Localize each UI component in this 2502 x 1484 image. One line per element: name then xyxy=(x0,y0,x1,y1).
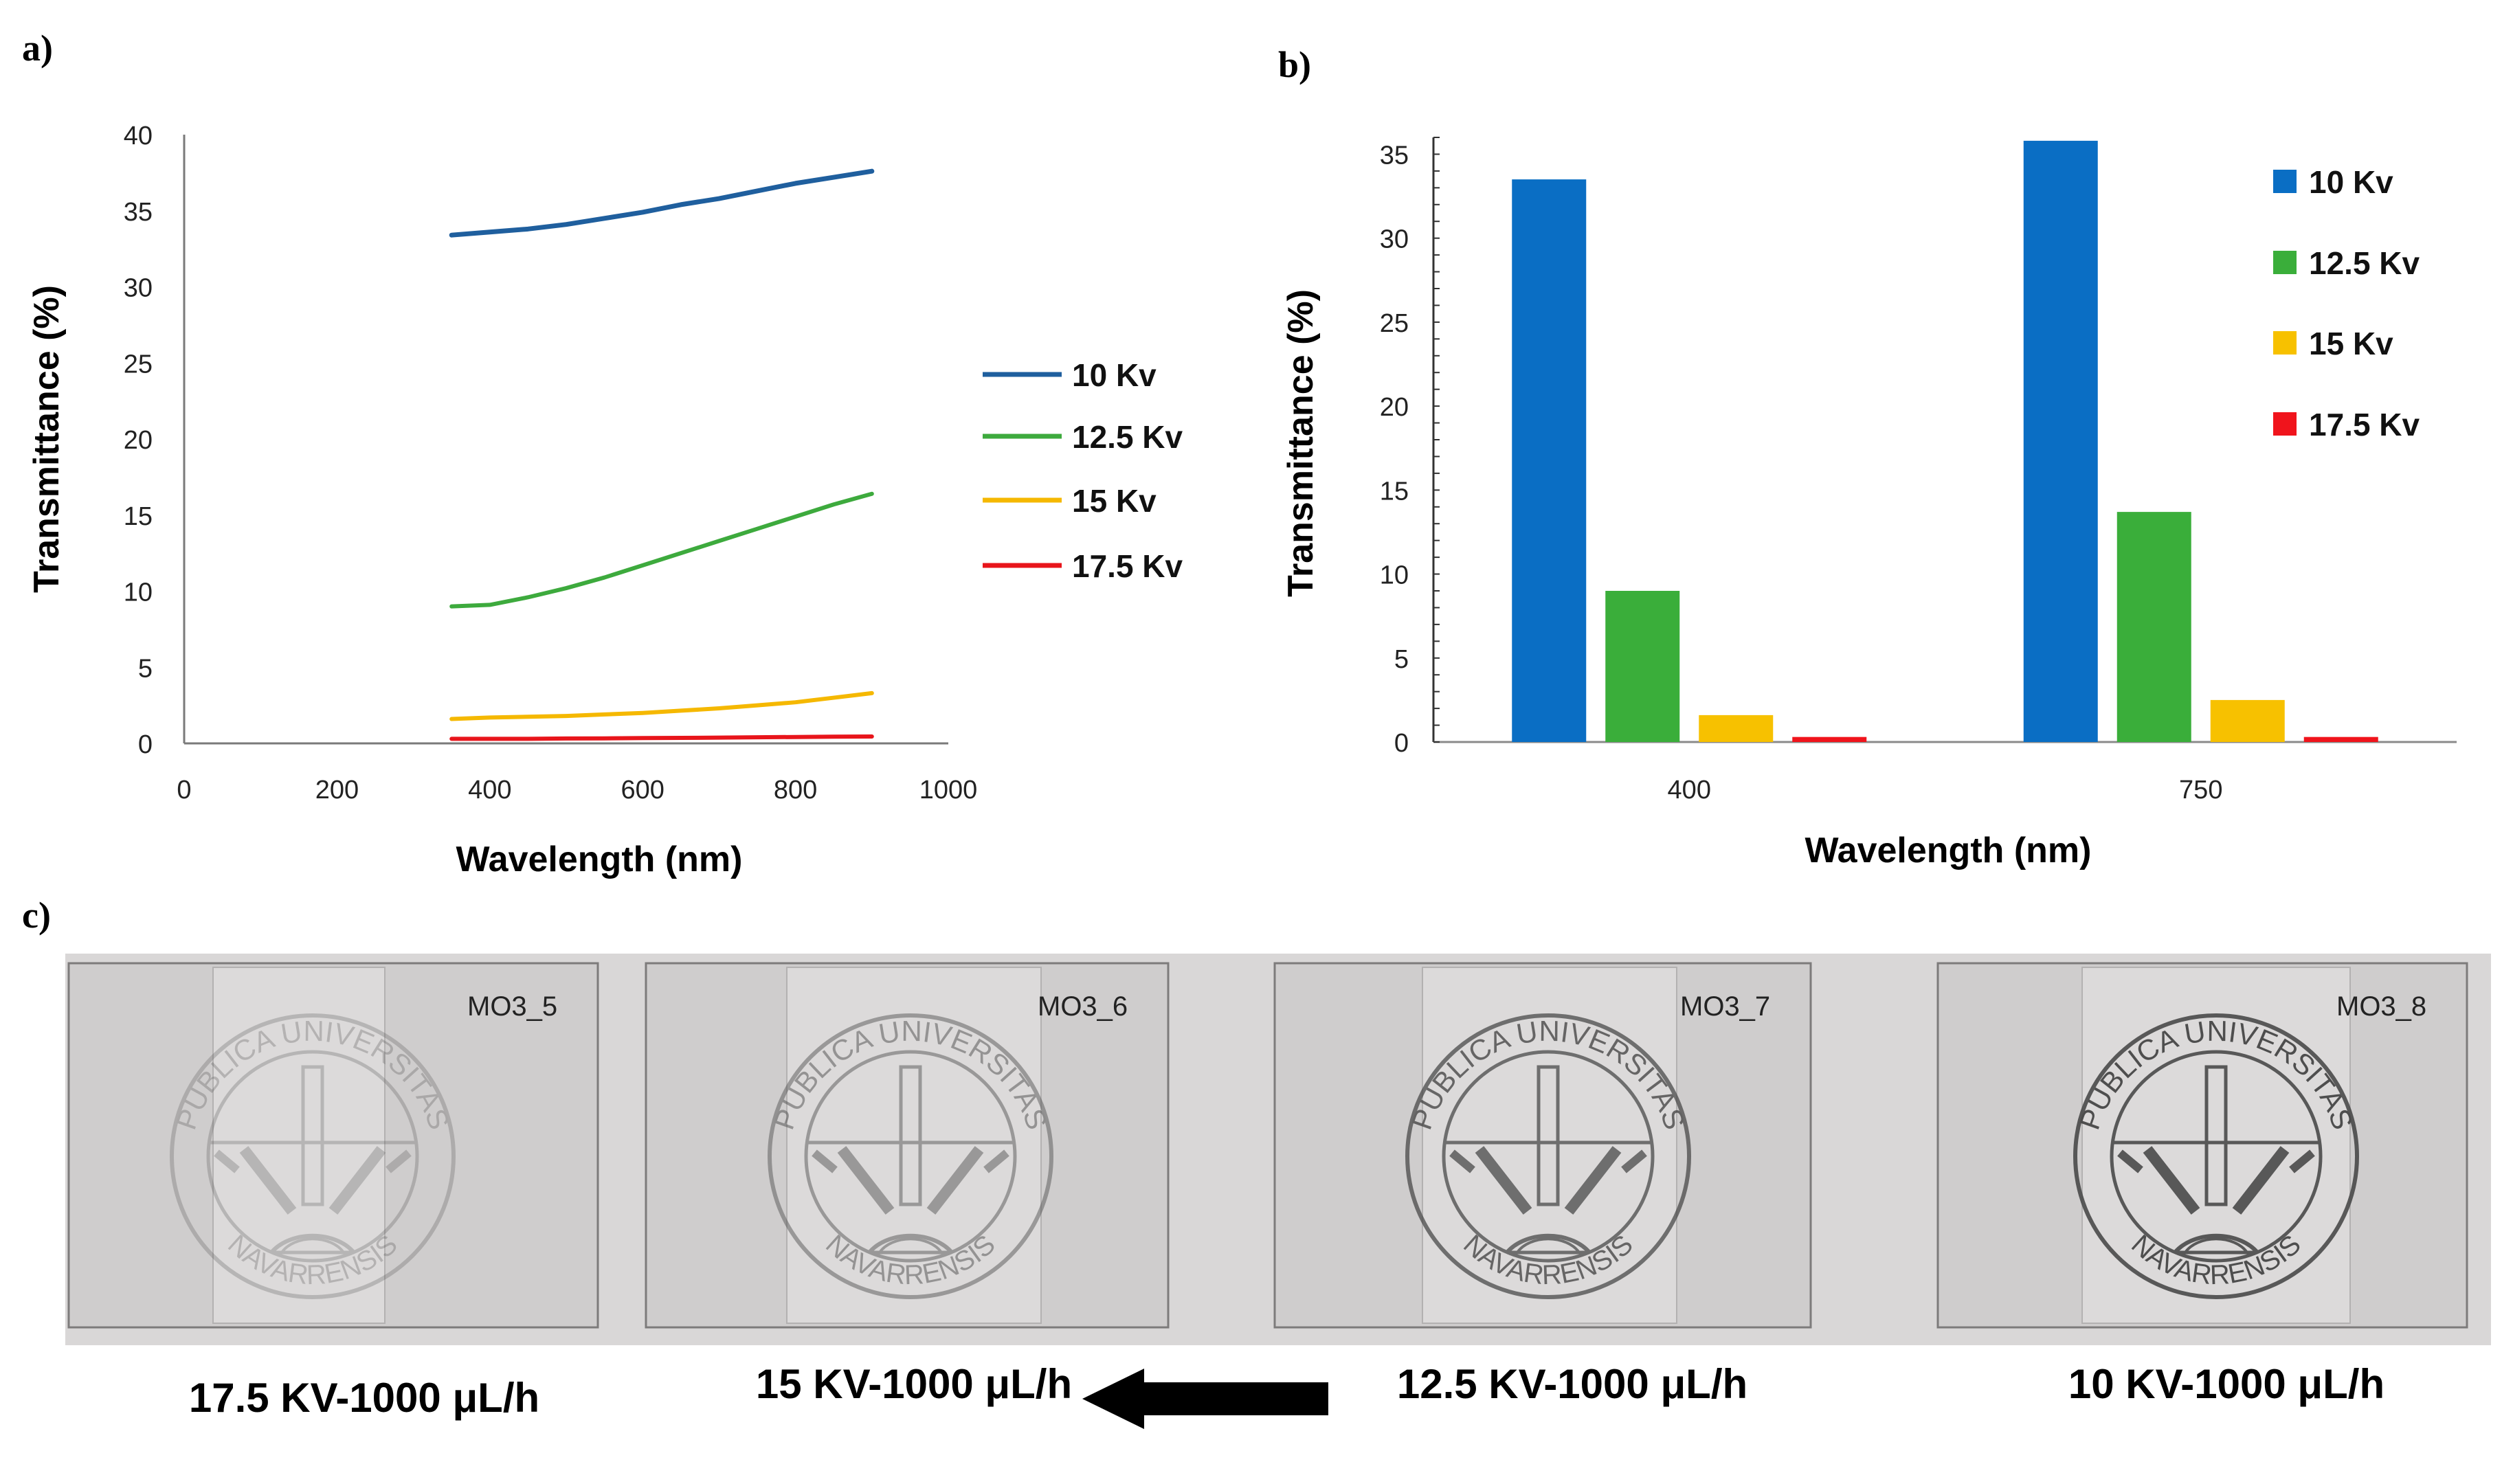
line-series-12_5-Kv xyxy=(449,491,874,609)
bar-17_5-Kv-750 xyxy=(2303,737,2378,742)
line-chart: 0 5 10 15 20 25 30 35 40 0 200 400 600 800 1000 Wavel… xyxy=(27,122,1183,879)
sample-photo: PUBLICA UNIVERSITASNAVARRENSISMO3_5PUBLI… xyxy=(65,954,2491,1345)
bar-15-Kv-750 xyxy=(2210,699,2285,742)
caption-2: 15 KV-1000 μL/h xyxy=(756,1361,1072,1407)
panel-b-label: b) xyxy=(1278,44,1311,85)
nanofiber-film xyxy=(1422,967,1677,1324)
bar-legend-swatch xyxy=(2273,170,2297,193)
line-chart-x-title: Wavelength (nm) xyxy=(456,840,743,879)
line-chart-y-tick: 20 xyxy=(124,426,153,455)
line-series-15-Kv xyxy=(449,690,874,721)
arrow-left-icon xyxy=(1082,1369,1328,1429)
bar-12_5-Kv-400 xyxy=(1605,591,1680,742)
bar-chart-y-tick: 35 xyxy=(1380,141,1409,170)
bar-chart-y-tick: 0 xyxy=(1394,729,1409,758)
line-chart-y-tick: 10 xyxy=(124,578,153,607)
bar-chart-y-tick: 5 xyxy=(1394,645,1409,674)
line-chart-y-tick: 25 xyxy=(124,350,153,379)
bar-chart-legend: 10 Kv 12.5 Kv 15 Kv 17.5 Kv xyxy=(2273,164,2420,442)
bar-chart-y-tick: 30 xyxy=(1380,225,1409,254)
line-chart-x-tick: 1000 xyxy=(919,776,978,805)
bar-legend-label: 17.5 Kv xyxy=(2309,407,2420,442)
line-series-17_5-Kv xyxy=(449,734,874,741)
line-legend-label: 10 Kv xyxy=(1072,357,1157,393)
caption-1: 17.5 KV-1000 μL/h xyxy=(189,1375,539,1421)
caption-4: 10 KV-1000 μL/h xyxy=(2068,1361,2384,1407)
bar-chart: 0 5 10 15 20 25 30 35 400 750 Wavelength (nm) Tr… xyxy=(1281,137,2457,870)
bar-legend-swatch xyxy=(2273,412,2297,436)
bar-chart-x-title: Wavelength (nm) xyxy=(1805,831,2092,870)
bar-legend-label: 15 Kv xyxy=(2309,326,2393,361)
line-chart-x-tick: 200 xyxy=(315,776,359,805)
line-chart-y-tick: 40 xyxy=(124,122,153,150)
line-chart-y-title: Transmittance (%) xyxy=(27,285,67,593)
sample-tag-4: MO3_8 xyxy=(2336,991,2426,1022)
bar-chart-category-label: 750 xyxy=(2179,776,2222,805)
bar-chart-y-tick: 15 xyxy=(1380,477,1409,506)
sample-tag-1: MO3_5 xyxy=(467,991,557,1022)
bar-17_5-Kv-400 xyxy=(1792,737,1867,742)
bar-10-Kv-750 xyxy=(2023,140,2098,742)
bar-12_5-Kv-750 xyxy=(2116,512,2191,742)
line-chart-y-tick: 15 xyxy=(124,502,153,531)
bar-10-Kv-400 xyxy=(1512,179,1587,743)
sample-tag-3: MO3_7 xyxy=(1680,991,1770,1022)
bar-chart-y-tick: 25 xyxy=(1380,309,1409,338)
line-series-10-Kv xyxy=(449,168,875,238)
line-chart-y-tick: 30 xyxy=(124,274,153,303)
bar-legend-swatch xyxy=(2273,251,2297,274)
nanofiber-film xyxy=(212,967,386,1324)
line-legend-label: 17.5 Kv xyxy=(1072,548,1183,584)
sample-captions: 17.5 KV-1000 μL/h 15 KV-1000 μL/h 12.5 K… xyxy=(189,1361,2384,1421)
caption-3: 12.5 KV-1000 μL/h xyxy=(1397,1361,1747,1407)
panel-c-label: c) xyxy=(22,895,51,936)
bar-chart-category-label: 400 xyxy=(1668,776,1711,805)
line-legend-label: 15 Kv xyxy=(1072,483,1157,519)
line-chart-y-tick: 5 xyxy=(138,654,153,683)
line-chart-legend: 10 Kv 12.5 Kv 15 Kv 17.5 Kv xyxy=(983,357,1183,584)
bar-legend-label: 12.5 Kv xyxy=(2309,245,2420,281)
bar-chart-y-tick: 20 xyxy=(1380,393,1409,422)
line-legend-label: 12.5 Kv xyxy=(1072,419,1183,455)
bar-15-Kv-400 xyxy=(1699,715,1774,742)
line-chart-x-tick: 600 xyxy=(621,776,664,805)
bar-legend-label: 10 Kv xyxy=(2309,164,2393,200)
line-chart-x-tick: 400 xyxy=(468,776,511,805)
bar-chart-y-title: Transmittance (%) xyxy=(1281,289,1321,597)
line-chart-x-tick: 0 xyxy=(177,776,191,805)
panel-a-label: a) xyxy=(22,27,53,69)
line-chart-x-tick: 800 xyxy=(774,776,817,805)
line-chart-y-tick: 0 xyxy=(138,730,153,759)
line-chart-y-tick: 35 xyxy=(124,198,153,227)
bar-chart-y-tick: 10 xyxy=(1380,561,1409,590)
sample-tag-2: MO3_6 xyxy=(1038,991,1128,1022)
bar-legend-swatch xyxy=(2273,331,2297,355)
